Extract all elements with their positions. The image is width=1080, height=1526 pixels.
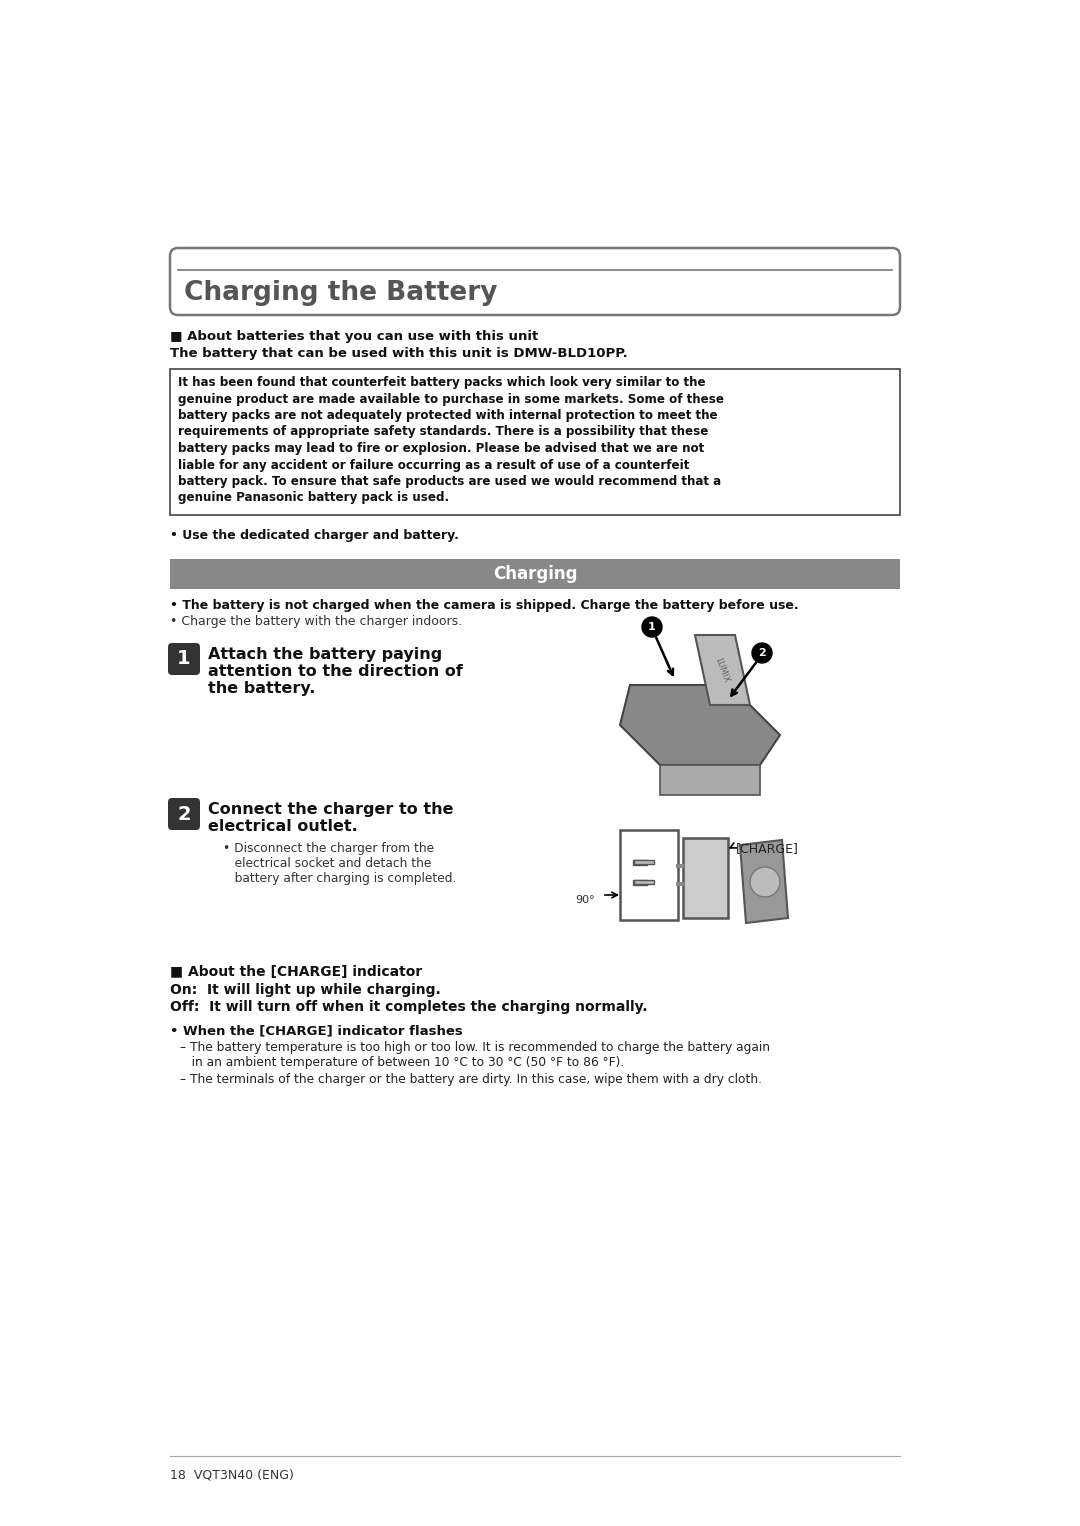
Text: Attach the battery paying: Attach the battery paying [208,647,442,662]
Text: Off:  It will turn off when it completes the charging normally.: Off: It will turn off when it completes … [170,1000,648,1013]
Bar [633,861,647,865]
Text: 2: 2 [758,649,766,658]
Text: 1: 1 [648,623,656,632]
FancyBboxPatch shape [634,861,654,864]
Text: 18  VQT3N40 (ENG): 18 VQT3N40 (ENG) [170,1468,294,1482]
Text: LUMIX: LUMIX [714,656,731,684]
Bar [620,830,678,920]
Polygon shape [740,839,788,923]
Polygon shape [660,765,760,795]
Text: genuine product are made available to purchase in some markets. Some of these: genuine product are made available to pu… [178,392,724,406]
Text: On:  It will light up while charging.: On: It will light up while charging. [170,983,441,996]
FancyBboxPatch shape [168,798,200,830]
Text: ■ About batteries that you can use with this unit: ■ About batteries that you can use with … [170,330,538,343]
Text: electrical outlet.: electrical outlet. [208,819,357,835]
FancyBboxPatch shape [168,642,200,674]
Bar [633,881,647,885]
Text: in an ambient temperature of between 10 °C to 30 °C (50 °F to 86 °F).: in an ambient temperature of between 10 … [180,1056,624,1070]
Text: It has been found that counterfeit battery packs which look very similar to the: It has been found that counterfeit batte… [178,375,705,389]
Text: – The terminals of the charger or the battery are dirty. In this case, wipe them: – The terminals of the charger or the ba… [180,1073,762,1087]
Text: Charging: Charging [492,565,577,583]
Text: • Disconnect the charger from the: • Disconnect the charger from the [222,842,434,855]
Text: battery pack. To ensure that safe products are used we would recommend that a: battery pack. To ensure that safe produc… [178,475,721,488]
Bar [170,559,900,589]
Text: battery packs are not adequately protected with internal protection to meet the: battery packs are not adequately protect… [178,409,717,423]
Text: the battery.: the battery. [208,681,315,696]
Text: battery packs may lead to fire or explosion. Please be advised that we are not: battery packs may lead to fire or explos… [178,443,704,455]
FancyBboxPatch shape [634,881,654,884]
Text: requirements of appropriate safety standards. There is a possibility that these: requirements of appropriate safety stand… [178,426,708,438]
Text: liable for any accident or failure occurring as a result of use of a counterfeit: liable for any accident or failure occur… [178,458,689,472]
Text: 90°: 90° [575,896,595,905]
Text: 2: 2 [177,804,191,824]
Bar [683,838,728,919]
Text: genuine Panasonic battery pack is used.: genuine Panasonic battery pack is used. [178,491,449,505]
Circle shape [750,867,780,897]
Text: attention to the direction of: attention to the direction of [208,664,463,679]
Text: electrical socket and detach the: electrical socket and detach the [222,858,431,870]
Text: • Use the dedicated charger and battery.: • Use the dedicated charger and battery. [170,530,459,542]
Text: [CHARGE]: [CHARGE] [735,842,799,855]
Text: ■ About the [CHARGE] indicator: ■ About the [CHARGE] indicator [170,964,422,980]
Text: • When the [CHARGE] indicator flashes: • When the [CHARGE] indicator flashes [170,1024,462,1038]
Bar [676,864,684,868]
Bar [170,369,900,514]
Text: • The battery is not charged when the camera is shipped. Charge the battery befo: • The battery is not charged when the ca… [170,600,798,612]
Text: The battery that can be used with this unit is DMW-BLD10PP.: The battery that can be used with this u… [170,346,627,360]
Text: Connect the charger to the: Connect the charger to the [208,803,454,816]
Polygon shape [620,685,780,765]
Text: Charging the Battery: Charging the Battery [184,281,498,307]
Polygon shape [696,635,750,705]
Bar [676,882,684,887]
Text: – The battery temperature is too high or too low. It is recommended to charge th: – The battery temperature is too high or… [180,1041,770,1054]
Circle shape [642,617,662,636]
FancyBboxPatch shape [170,249,900,314]
Text: 1: 1 [177,650,191,668]
Text: • Charge the battery with the charger indoors.: • Charge the battery with the charger in… [170,615,462,629]
Text: battery after charging is completed.: battery after charging is completed. [222,871,457,885]
Circle shape [752,642,772,662]
